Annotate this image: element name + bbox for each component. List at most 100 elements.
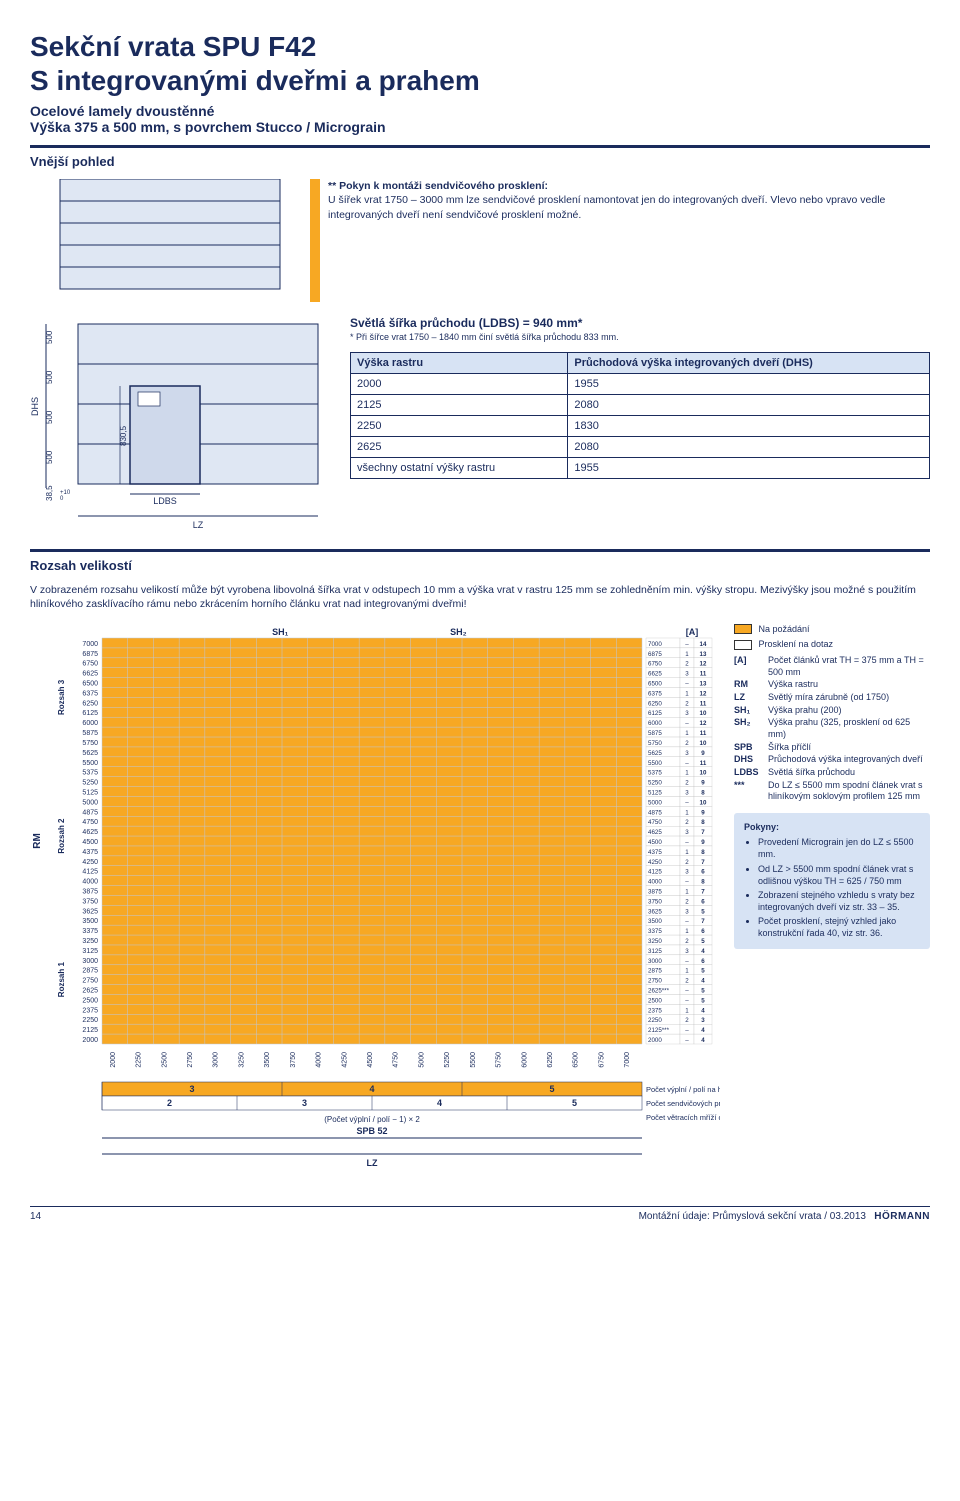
svg-text:(Počet výplní / polí − 1) × 2: (Počet výplní / polí − 1) × 2 <box>324 1115 420 1124</box>
rastr-cell: 2000 <box>351 374 568 395</box>
rastr-col2: Průchodová výška integrovaných dveří (DH… <box>568 353 930 374</box>
swatch-on-request <box>734 624 752 634</box>
dhs-axis-label: DHS <box>30 397 40 416</box>
svg-text:3875: 3875 <box>82 888 98 895</box>
svg-text:6250: 6250 <box>547 1051 554 1067</box>
svg-text:5: 5 <box>701 967 705 974</box>
svg-text:3500: 3500 <box>264 1051 271 1067</box>
svg-text:3500: 3500 <box>648 918 662 925</box>
svg-text:9: 9 <box>701 809 705 816</box>
svg-text:3375: 3375 <box>648 928 662 935</box>
svg-text:7000: 7000 <box>648 640 662 647</box>
svg-text:1: 1 <box>685 848 689 855</box>
svg-text:6750: 6750 <box>598 1051 605 1067</box>
svg-text:10: 10 <box>700 769 707 776</box>
svg-text:0: 0 <box>60 496 64 502</box>
svg-text:6125: 6125 <box>648 710 662 717</box>
rastr-cell: 2080 <box>568 437 930 458</box>
svg-text:5500: 5500 <box>470 1051 477 1067</box>
svg-text:2500: 2500 <box>648 997 662 1004</box>
svg-text:7: 7 <box>701 858 705 865</box>
svg-text:7: 7 <box>701 918 705 925</box>
svg-text:4250: 4250 <box>648 858 662 865</box>
svg-text:4000: 4000 <box>82 878 98 885</box>
size-range-text: V zobrazeném rozsahu velikostí může být … <box>30 583 930 611</box>
svg-text:2: 2 <box>685 938 689 945</box>
svg-text:1: 1 <box>685 690 689 697</box>
svg-text:2250: 2250 <box>136 1051 143 1067</box>
svg-text:8: 8 <box>701 878 705 885</box>
page-number: 14 <box>30 1211 41 1222</box>
subtitle: Ocelové lamely dvoustěnné Výška 375 a 50… <box>30 103 930 135</box>
svg-text:12: 12 <box>700 720 707 727</box>
svg-text:10: 10 <box>700 710 707 717</box>
svg-text:5375: 5375 <box>648 769 662 776</box>
svg-text:8: 8 <box>701 848 705 855</box>
svg-text:–: – <box>685 680 689 687</box>
tips-box: Pokyny: Provedení Micrograin jen do LZ ≤… <box>734 813 930 949</box>
svg-text:9: 9 <box>701 779 705 786</box>
rastr-cell: 1830 <box>568 416 930 437</box>
svg-text:–: – <box>685 997 689 1004</box>
title-line2: S integrovanými dveřmi a prahem <box>30 64 930 98</box>
svg-text:5500: 5500 <box>82 759 98 766</box>
svg-text:4750: 4750 <box>82 819 98 826</box>
svg-text:2125***: 2125*** <box>648 1027 670 1034</box>
footer-brand: HÖRMANN <box>874 1211 930 1222</box>
legend-on-request: Na požádání <box>759 624 810 634</box>
svg-text:–: – <box>685 987 689 994</box>
svg-text:5250: 5250 <box>444 1051 451 1067</box>
svg-text:RM: RM <box>32 833 43 849</box>
page-title: Sekční vrata SPU F42 S integrovanými dve… <box>30 30 930 97</box>
svg-text:7: 7 <box>701 829 705 836</box>
svg-text:5: 5 <box>701 938 705 945</box>
svg-text:6: 6 <box>701 928 705 935</box>
svg-text:8: 8 <box>701 789 705 796</box>
svg-text:Počet sendvičových prosklení n: Počet sendvičových prosklení na jeden čl… <box>646 1099 720 1108</box>
svg-text:2750: 2750 <box>82 977 98 984</box>
svg-text:8: 8 <box>701 819 705 826</box>
door-panel-figure <box>30 179 290 302</box>
svg-text:4500: 4500 <box>367 1051 374 1067</box>
svg-text:4: 4 <box>701 947 705 954</box>
rastr-cell: 1955 <box>568 458 930 479</box>
svg-text:6375: 6375 <box>82 690 98 697</box>
svg-text:3250: 3250 <box>82 938 98 945</box>
title-line1: Sekční vrata SPU F42 <box>30 31 316 62</box>
svg-text:6: 6 <box>701 868 705 875</box>
svg-text:2375: 2375 <box>648 1007 662 1014</box>
svg-text:14: 14 <box>700 640 707 647</box>
svg-text:2250: 2250 <box>648 1017 662 1024</box>
svg-text:10: 10 <box>700 799 707 806</box>
svg-text:2250: 2250 <box>82 1017 98 1024</box>
svg-text:5: 5 <box>572 1098 577 1108</box>
svg-text:5250: 5250 <box>648 779 662 786</box>
svg-text:6: 6 <box>701 898 705 905</box>
svg-text:1: 1 <box>685 1007 689 1014</box>
svg-text:–: – <box>685 720 689 727</box>
svg-text:2: 2 <box>685 1017 689 1024</box>
svg-text:3: 3 <box>189 1084 194 1094</box>
svg-text:3: 3 <box>685 908 689 915</box>
svg-text:3000: 3000 <box>213 1051 220 1067</box>
divider <box>30 549 930 552</box>
svg-text:–: – <box>685 918 689 925</box>
svg-text:1: 1 <box>685 769 689 776</box>
svg-text:2000: 2000 <box>82 1037 98 1044</box>
orange-accent <box>310 179 320 302</box>
svg-text:2: 2 <box>167 1098 172 1108</box>
svg-text:13: 13 <box>700 650 707 657</box>
rastr-cell: 2250 <box>351 416 568 437</box>
ldbs-footnote: * Při šířce vrat 1750 – 1840 mm činí svě… <box>350 332 930 342</box>
svg-text:6750: 6750 <box>82 660 98 667</box>
svg-text:5: 5 <box>549 1084 554 1094</box>
svg-text:4: 4 <box>701 1037 705 1044</box>
svg-text:SH₂: SH₂ <box>450 627 467 637</box>
svg-text:5: 5 <box>701 987 705 994</box>
svg-text:Rozsah 3: Rozsah 3 <box>57 679 66 715</box>
svg-text:–: – <box>685 799 689 806</box>
svg-text:11: 11 <box>700 670 707 677</box>
svg-text:Počet větracích mříží o ventil: Počet větracích mříží o ventilačním průř… <box>646 1113 720 1122</box>
svg-text:3: 3 <box>685 670 689 677</box>
svg-text:12: 12 <box>700 690 707 697</box>
